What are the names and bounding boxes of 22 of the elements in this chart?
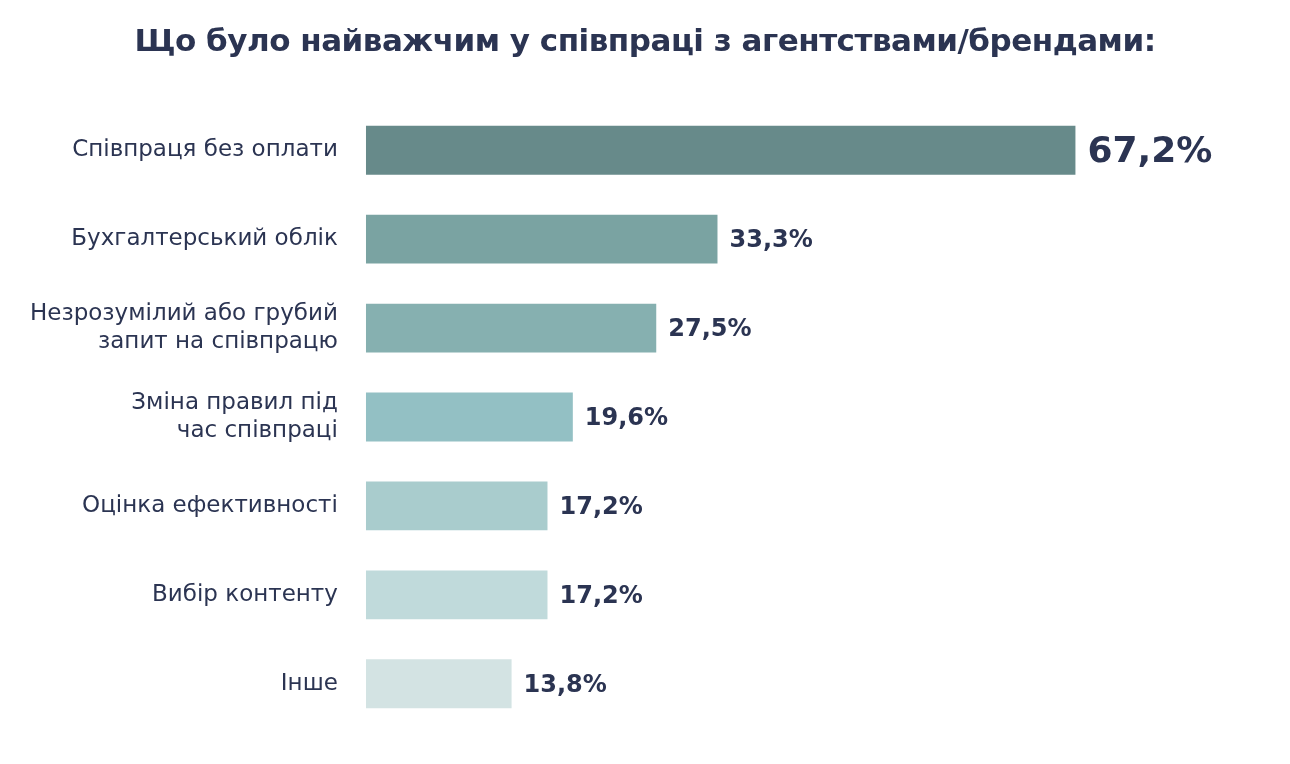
y-tick-label: Інше	[280, 668, 338, 695]
y-tick-label: Вибір контенту	[152, 579, 338, 606]
bar	[365, 481, 548, 531]
bar	[365, 392, 573, 442]
data-label: 33,3%	[729, 225, 813, 254]
y-tick-label: Співпраця без оплати	[72, 135, 338, 162]
chart-title: Що було найважчим у співпраці з агентствами/брендами:	[133, 22, 1157, 60]
bar	[365, 125, 1076, 175]
y-tick-label: Незрозумілий або грубий запит на співпрацю	[30, 299, 338, 353]
data-label: 19,6%	[584, 403, 669, 432]
data-label: 17,2%	[559, 492, 643, 521]
data-label: 13,8%	[523, 669, 607, 698]
y-tick-label: Бухгалтерський облік	[71, 224, 338, 251]
data-label: 67,2%	[1087, 128, 1213, 170]
y-tick-label: Оцінка ефективності	[82, 490, 338, 517]
data-label: 17,2%	[559, 581, 643, 610]
data-label: 27,5%	[668, 314, 752, 343]
bar	[365, 303, 657, 353]
bar	[365, 659, 512, 709]
bar	[365, 570, 548, 620]
bar	[365, 214, 718, 264]
y-tick-label: Зміна правил під час співпраці	[131, 388, 338, 442]
